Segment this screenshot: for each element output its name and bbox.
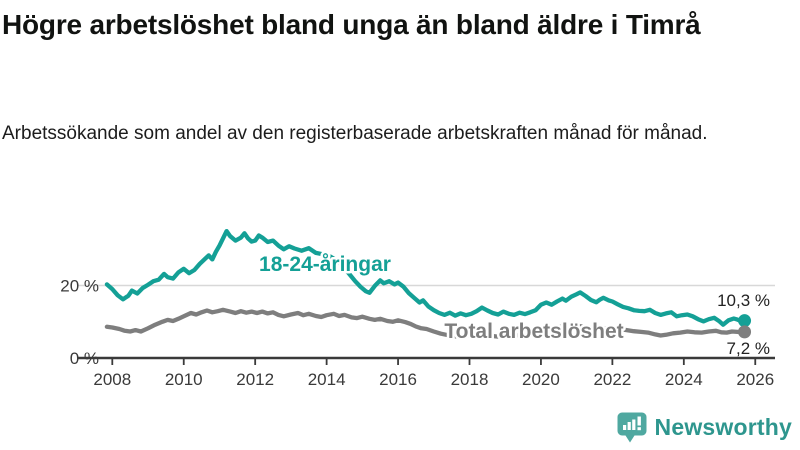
y-tick-label: 20 % bbox=[60, 277, 99, 296]
x-tick-label: 2018 bbox=[451, 370, 489, 389]
x-tick-label: 2016 bbox=[379, 370, 417, 389]
newsworthy-logo: Newsworthy bbox=[616, 411, 792, 444]
series-end-dot bbox=[738, 325, 752, 339]
x-tick-label: 2012 bbox=[236, 370, 274, 389]
newsworthy-speech-bubble-bar-chart-icon bbox=[617, 412, 647, 443]
x-tick-label: 2008 bbox=[93, 370, 131, 389]
series-end-value-label: 10,3 % bbox=[717, 291, 770, 310]
x-tick-label: 2014 bbox=[308, 370, 346, 389]
x-tick-label: 2022 bbox=[593, 370, 631, 389]
series-line-total bbox=[104, 307, 747, 339]
series-end-value-label: 7,2 % bbox=[727, 339, 770, 358]
newsworthy-wordmark: Newsworthy bbox=[654, 414, 792, 440]
series-end-dot bbox=[738, 314, 752, 328]
x-tick-label: 2024 bbox=[665, 370, 703, 389]
y-tick-label: 0 % bbox=[70, 349, 99, 368]
x-tick-label: 2020 bbox=[522, 370, 560, 389]
series-line-youth bbox=[104, 228, 747, 327]
page-title: Högre arbetslöshet bland unga än bland ä… bbox=[2, 9, 701, 40]
series-label: Total arbetslöshet bbox=[444, 320, 623, 343]
x-tick-label: 2010 bbox=[165, 370, 203, 389]
line-chart: 2008 2010 2012 2014 2016 2018 2020 2022 2024 2026… bbox=[60, 228, 775, 389]
x-tick-label: 2026 bbox=[736, 370, 774, 389]
chart-subtitle: Arbetssökande som andel av den registerb… bbox=[2, 123, 708, 144]
series-label: 18-24-åringar bbox=[259, 253, 391, 276]
